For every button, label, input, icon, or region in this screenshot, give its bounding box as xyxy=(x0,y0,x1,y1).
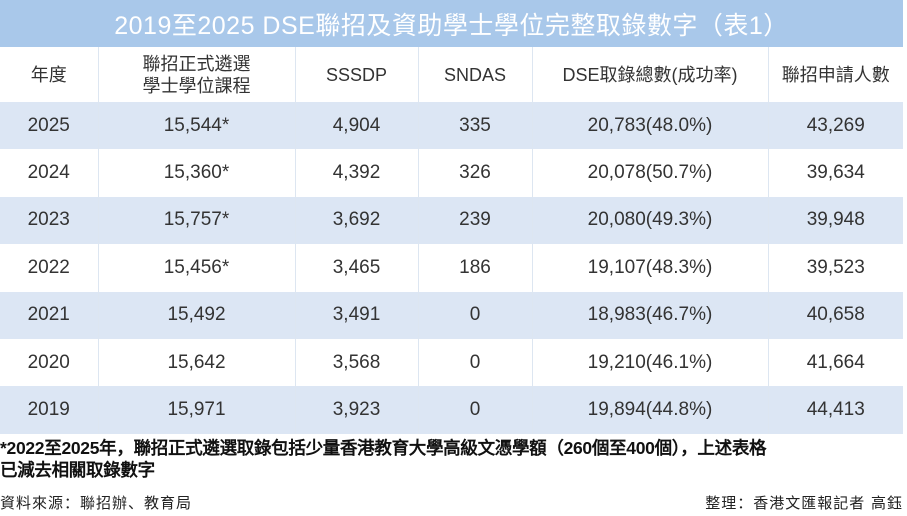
data-source: 資料來源：聯招辦、教育局 xyxy=(0,494,193,512)
table-row: 2024 15,360* 4,392 326 20,078(50.7%) 39,… xyxy=(0,149,903,197)
cell-sndas: 186 xyxy=(417,244,532,292)
cell-sssdp: 3,568 xyxy=(294,338,418,387)
cell-sndas: 239 xyxy=(417,196,532,245)
cell-dse-total: 19,107(48.3%) xyxy=(531,244,768,292)
header-sssdp: SSSDP xyxy=(294,47,418,102)
footnote-line-1: *2022至2025年，聯招正式遴選取錄包括少量香港教育大學高級文憑學額（260… xyxy=(0,438,767,458)
cell-jupas-offers: 15,360* xyxy=(97,149,295,197)
cell-jupas-offers: 15,757* xyxy=(97,196,295,245)
header-row: 年度 聯招正式遴選 學士學位課程 SSSDP SNDAS DSE取錄總數(成功率)… xyxy=(0,47,903,102)
cell-applicants: 41,664 xyxy=(767,338,903,387)
table-row: 2021 15,492 3,491 0 18,983(46.7%) 40,658 xyxy=(0,291,903,339)
cell-dse-total: 20,783(48.0%) xyxy=(531,102,768,150)
cell-jupas-offers: 15,492 xyxy=(97,291,295,339)
header-sndas: SNDAS xyxy=(417,47,532,102)
cell-sndas: 0 xyxy=(417,291,532,339)
cell-sndas: 335 xyxy=(417,102,532,150)
cell-dse-total: 20,080(49.3%) xyxy=(531,196,768,245)
cell-sssdp: 4,904 xyxy=(294,102,418,150)
cell-applicants: 39,948 xyxy=(767,196,903,245)
cell-year: 2021 xyxy=(0,291,98,339)
cell-applicants: 44,413 xyxy=(767,386,903,434)
cell-year: 2019 xyxy=(0,386,98,434)
cell-sssdp: 4,392 xyxy=(294,149,418,197)
cell-sssdp: 3,692 xyxy=(294,196,418,245)
cell-applicants: 43,269 xyxy=(767,102,903,150)
cell-dse-total: 20,078(50.7%) xyxy=(531,149,768,197)
cell-sndas: 0 xyxy=(417,338,532,387)
cell-sndas: 0 xyxy=(417,386,532,434)
cell-jupas-offers: 15,544* xyxy=(97,102,295,150)
footnote: *2022至2025年，聯招正式遴選取錄包括少量香港教育大學高級文憑學額（260… xyxy=(0,437,907,481)
cell-jupas-offers: 15,971 xyxy=(97,386,295,434)
header-dse-total: DSE取錄總數(成功率) xyxy=(531,47,768,102)
cell-jupas-offers: 15,456* xyxy=(97,244,295,292)
cell-applicants: 39,523 xyxy=(767,244,903,292)
header-year: 年度 xyxy=(0,47,98,102)
table-row: 2023 15,757* 3,692 239 20,080(49.3%) 39,… xyxy=(0,196,903,245)
table-row: 2019 15,971 3,923 0 19,894(44.8%) 44,413 xyxy=(0,386,903,434)
cell-applicants: 39,634 xyxy=(767,149,903,197)
cell-year: 2020 xyxy=(0,338,98,387)
cell-year: 2025 xyxy=(0,102,98,150)
cell-sssdp: 3,465 xyxy=(294,244,418,292)
table-row: 2022 15,456* 3,465 186 19,107(48.3%) 39,… xyxy=(0,244,903,292)
cell-sssdp: 3,491 xyxy=(294,291,418,339)
table-title: 2019至2025 DSE聯招及資助學士學位完整取錄數字（表1） xyxy=(0,0,903,47)
admissions-table: 年度 聯招正式遴選 學士學位課程 SSSDP SNDAS DSE取錄總數(成功率)… xyxy=(0,47,903,434)
cell-jupas-offers: 15,642 xyxy=(97,338,295,387)
cell-dse-total: 19,894(44.8%) xyxy=(531,386,768,434)
cell-dse-total: 18,983(46.7%) xyxy=(531,291,768,339)
table-row: 2025 15,544* 4,904 335 20,783(48.0%) 43,… xyxy=(0,102,903,150)
cell-year: 2022 xyxy=(0,244,98,292)
cell-sssdp: 3,923 xyxy=(294,386,418,434)
cell-year: 2023 xyxy=(0,196,98,245)
reporter-credit: 整理：香港文匯報記者 高鈺 xyxy=(705,494,903,512)
header-jupas-offers: 聯招正式遴選 學士學位課程 xyxy=(97,47,295,102)
cell-sndas: 326 xyxy=(417,149,532,197)
cell-applicants: 40,658 xyxy=(767,291,903,339)
header-applicants: 聯招申請人數 xyxy=(767,47,903,102)
cell-year: 2024 xyxy=(0,149,98,197)
cell-dse-total: 19,210(46.1%) xyxy=(531,338,768,387)
table-row: 2020 15,642 3,568 0 19,210(46.1%) 41,664 xyxy=(0,338,903,387)
footnote-line-2: 已減去相關取錄數字 xyxy=(0,460,155,480)
